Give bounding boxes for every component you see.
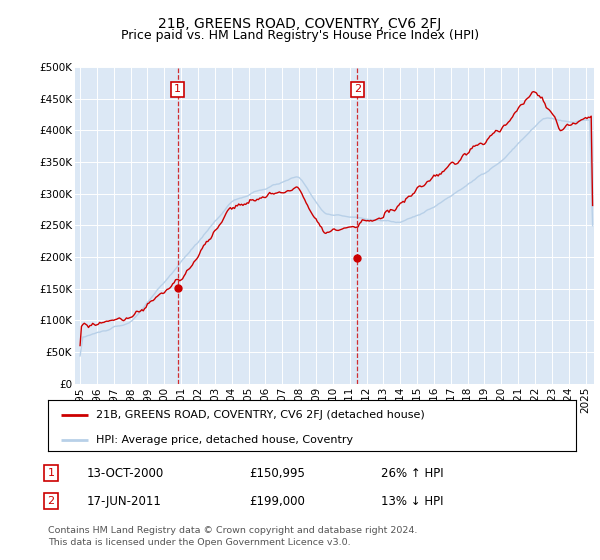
Text: 21B, GREENS ROAD, COVENTRY, CV6 2FJ: 21B, GREENS ROAD, COVENTRY, CV6 2FJ [158, 17, 442, 31]
Text: HPI: Average price, detached house, Coventry: HPI: Average price, detached house, Cove… [95, 435, 353, 445]
Text: 2: 2 [354, 85, 361, 94]
Text: 13% ↓ HPI: 13% ↓ HPI [381, 494, 443, 508]
Text: 2: 2 [47, 496, 55, 506]
Text: £150,995: £150,995 [249, 466, 305, 480]
Text: 21B, GREENS ROAD, COVENTRY, CV6 2FJ (detached house): 21B, GREENS ROAD, COVENTRY, CV6 2FJ (det… [95, 409, 424, 419]
Text: 13-OCT-2000: 13-OCT-2000 [87, 466, 164, 480]
Text: Price paid vs. HM Land Registry's House Price Index (HPI): Price paid vs. HM Land Registry's House … [121, 29, 479, 42]
Text: 26% ↑ HPI: 26% ↑ HPI [381, 466, 443, 480]
Text: Contains HM Land Registry data © Crown copyright and database right 2024.
This d: Contains HM Land Registry data © Crown c… [48, 526, 418, 547]
Text: 17-JUN-2011: 17-JUN-2011 [87, 494, 162, 508]
Text: 1: 1 [174, 85, 181, 94]
Text: 1: 1 [47, 468, 55, 478]
Text: £199,000: £199,000 [249, 494, 305, 508]
